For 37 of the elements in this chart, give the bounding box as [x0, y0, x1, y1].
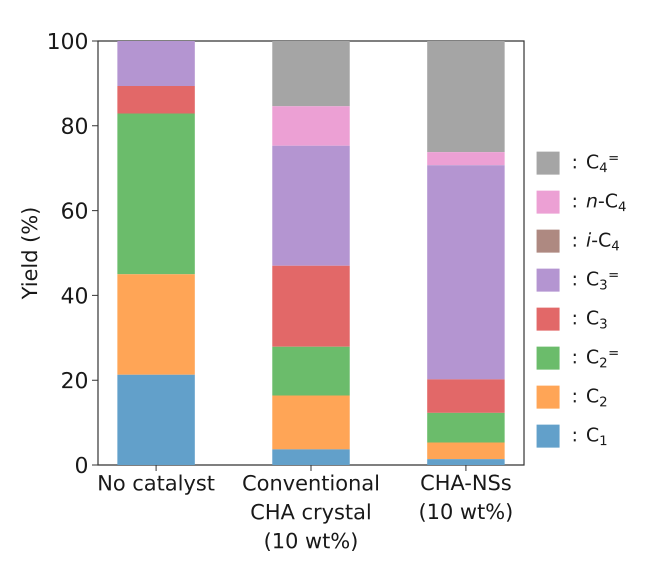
bar	[427, 40, 505, 152]
bar	[117, 40, 195, 86]
bar	[427, 442, 505, 460]
bar	[117, 86, 195, 114]
bar	[117, 274, 195, 375]
bar	[272, 106, 350, 146]
legend-label: : n-C$_{4}$	[574, 193, 626, 212]
bar	[272, 40, 350, 106]
bar	[272, 266, 350, 347]
bar	[427, 165, 505, 380]
legend-label: : C$_{2}$	[574, 388, 606, 406]
y-tick-label: 60	[62, 202, 88, 219]
y-tick-label: 20	[62, 372, 88, 388]
bar	[272, 346, 350, 396]
y-axis-title: Yield (%)	[21, 208, 40, 300]
x-tick-label: No catalyst	[99, 474, 214, 495]
x-tick-label: CHA-NSs (10 wt%)	[420, 474, 512, 522]
bar	[427, 379, 505, 413]
bar	[117, 374, 195, 465]
y-tick-label: 80	[62, 118, 88, 134]
bar	[272, 395, 350, 450]
bar	[117, 114, 195, 274]
y-tick-label: 0	[76, 456, 88, 474]
y-tick-label: 100	[49, 32, 88, 50]
bar	[427, 412, 505, 443]
bar	[427, 152, 505, 166]
bar	[272, 449, 350, 465]
x-tick-label: Conventional CHA crystal (10 wt%)	[243, 474, 378, 551]
y-tick-label: 40	[62, 287, 88, 304]
bar	[272, 146, 350, 266]
legend-label: : C$_{3}$	[574, 310, 607, 329]
legend-label: : C$_{2}$=	[574, 349, 618, 368]
legend-label: : C$_{3}$=	[574, 271, 618, 290]
legend-label: : i-C$_{4}$	[574, 232, 619, 250]
bar	[427, 459, 505, 465]
legend-label: : C$_{4}$=	[574, 154, 618, 172]
legend-label: : C$_{1}$	[574, 427, 606, 446]
